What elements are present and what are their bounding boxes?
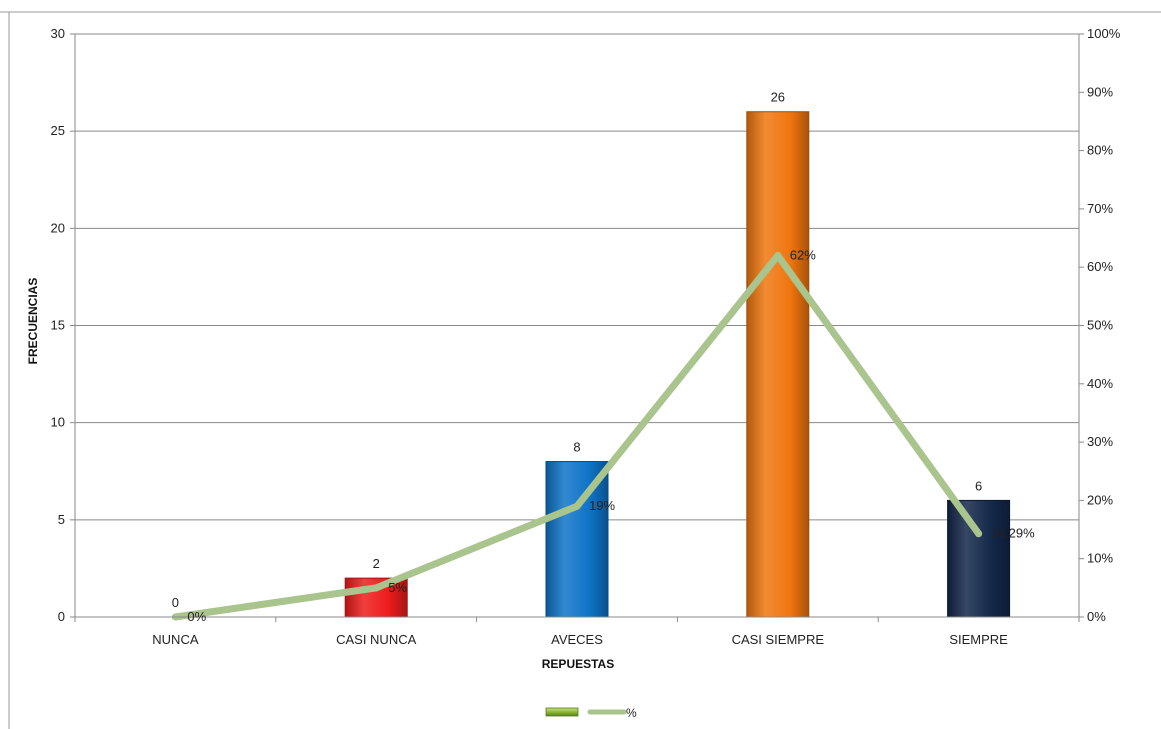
bar bbox=[947, 499, 1011, 618]
percent-point bbox=[975, 530, 983, 538]
x-tick-label: CASI SIEMPRE bbox=[732, 632, 825, 647]
percent-value-label: 19% bbox=[589, 498, 615, 513]
y2-tick-label: 10% bbox=[1087, 551, 1113, 566]
legend-line-label: % bbox=[626, 706, 637, 720]
bar bbox=[545, 461, 609, 618]
y-axis-title: FRECUENCIAS bbox=[26, 278, 40, 365]
percent-value-label: 0% bbox=[187, 609, 206, 624]
y2-tick-label: 50% bbox=[1087, 318, 1113, 333]
bar-value-label: 26 bbox=[771, 90, 785, 105]
x-axis-ticks: NUNCA CASI NUNCA AVECES CASI SIEMPRE SIEMPRE bbox=[74, 617, 1080, 647]
y2-tick-label: 90% bbox=[1087, 84, 1113, 99]
x-tick-label: NUNCA bbox=[152, 632, 199, 647]
bars bbox=[344, 111, 1011, 618]
y2-axis-ticks: 0% 10% 20% 30% 40% 50% 60% 70% 80% 90% 100% bbox=[1079, 26, 1121, 624]
y-tick-label: 20 bbox=[51, 220, 65, 235]
y-tick-label: 30 bbox=[51, 26, 65, 41]
percent-value-label: 14.29% bbox=[991, 526, 1036, 541]
y-tick-label: 15 bbox=[51, 318, 65, 333]
percent-point bbox=[573, 502, 581, 510]
y2-tick-label: 0% bbox=[1087, 609, 1106, 624]
y2-tick-label: 20% bbox=[1087, 492, 1113, 507]
x-tick-label: AVECES bbox=[551, 632, 603, 647]
x-tick-label: CASI NUNCA bbox=[336, 632, 417, 647]
percent-value-label: 62% bbox=[790, 248, 816, 263]
y2-tick-label: 30% bbox=[1087, 434, 1113, 449]
y2-tick-label: 60% bbox=[1087, 259, 1113, 274]
bar-value-label: 2 bbox=[373, 556, 380, 571]
bar bbox=[746, 111, 810, 618]
y2-tick-label: 70% bbox=[1087, 201, 1113, 216]
y-tick-label: 25 bbox=[51, 123, 65, 138]
chart-frame bbox=[0, 11, 1161, 729]
legend: % bbox=[545, 706, 637, 720]
y2-tick-label: 80% bbox=[1087, 143, 1113, 158]
percent-value-label: 5% bbox=[388, 580, 407, 595]
y2-tick-label: 100% bbox=[1087, 26, 1121, 41]
y2-tick-label: 40% bbox=[1087, 376, 1113, 391]
bar-value-label: 0 bbox=[172, 595, 179, 610]
legend-bar-swatch bbox=[545, 707, 579, 717]
y-axis-ticks: 0 5 10 15 20 25 30 bbox=[51, 26, 75, 624]
y-tick-label: 5 bbox=[58, 512, 65, 527]
x-axis-title: REPUESTAS bbox=[542, 657, 614, 671]
bar-value-label: 6 bbox=[975, 478, 982, 493]
x-tick-label: SIEMPRE bbox=[949, 632, 1008, 647]
data-labels: 0 2 8 26 6 0% 5% 19% 62% 14.29% bbox=[172, 90, 1035, 624]
y-tick-label: 10 bbox=[51, 415, 65, 430]
percent-point bbox=[774, 252, 782, 260]
y-tick-label: 0 bbox=[58, 609, 65, 624]
bar-value-label: 8 bbox=[573, 440, 580, 455]
percent-point bbox=[372, 584, 380, 592]
